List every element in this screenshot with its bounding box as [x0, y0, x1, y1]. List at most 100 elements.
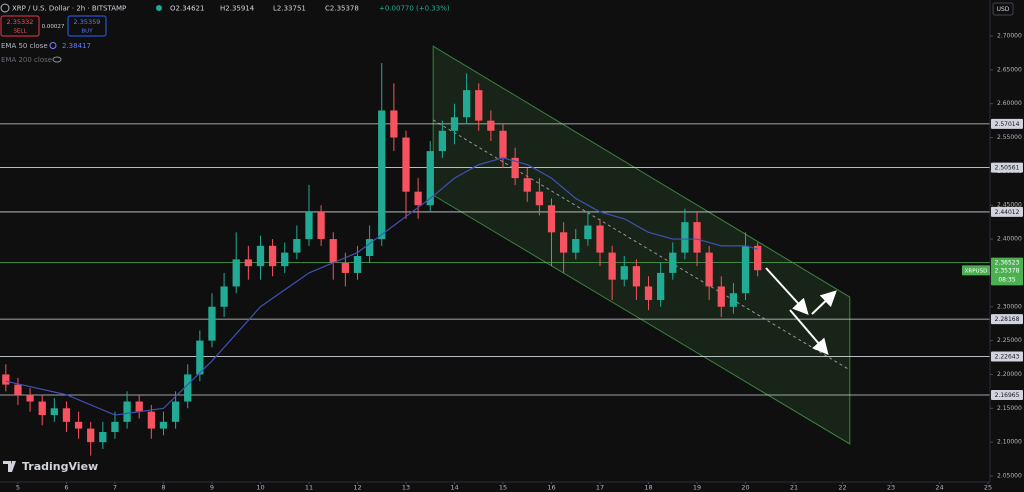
x-tick-label: 23 — [887, 484, 895, 492]
ema50-label: EMA 50 close — [1, 42, 48, 50]
sell-price[interactable]: 2.35332 — [7, 18, 34, 26]
level-tag — [991, 257, 1023, 268]
candle-body — [378, 110, 386, 240]
level-tag-label: 2.44012 — [995, 209, 1020, 216]
x-tick-label: 24 — [935, 484, 943, 492]
candle-body — [572, 239, 580, 253]
buy-button[interactable] — [67, 15, 107, 37]
ohlc-open: O2.34621 — [170, 5, 204, 13]
x-tick-label: 8 — [161, 484, 165, 492]
price-axis — [990, 0, 1024, 492]
buy-label[interactable]: BUY — [81, 29, 93, 35]
price-tag-label: 2.35378 — [995, 267, 1020, 274]
level-tag — [991, 118, 1023, 129]
candle-body — [2, 374, 10, 385]
y-tick-label: 2.25000 — [997, 337, 1022, 344]
x-tick-label: 21 — [790, 484, 798, 492]
candle-body — [754, 245, 762, 271]
y-tick-label: 2.10000 — [997, 439, 1022, 446]
y-tick-label: 2.15000 — [997, 405, 1022, 412]
candle-body — [511, 157, 519, 179]
y-tick-label: 2.55000 — [997, 134, 1022, 141]
candle-body — [499, 130, 507, 158]
candle-body — [657, 272, 665, 300]
candle-body — [256, 245, 265, 267]
logo-text: TradingView — [22, 460, 98, 473]
y-tick-label: 2.70000 — [997, 33, 1022, 40]
candle-body — [14, 384, 22, 395]
x-tick-label: 9 — [210, 484, 214, 492]
level-tag-label: 2.22643 — [995, 354, 1020, 361]
candle-body — [99, 431, 107, 443]
ohlc-low: L2.33751 — [273, 5, 306, 13]
x-tick-label: 15 — [499, 484, 507, 492]
currency-button[interactable] — [992, 2, 1014, 16]
candle-body — [135, 401, 143, 412]
spread: 0.00027 — [42, 24, 65, 30]
candle-body — [402, 137, 410, 192]
axes: 2.700002.650002.600002.550002.500002.450… — [16, 33, 1023, 492]
y-tick-label: 2.30000 — [997, 303, 1022, 310]
candle-body — [705, 252, 713, 287]
candle-body — [38, 401, 46, 416]
ohlc-close: C2.35378 — [325, 5, 359, 13]
level-tag-label: 2.28168 — [995, 316, 1020, 323]
level-tag-label: 2.50561 — [995, 165, 1020, 172]
buy-price[interactable]: 2.35359 — [74, 18, 101, 26]
candle-body — [62, 408, 71, 422]
ohlc-change: +0.00770 (+0.33%) — [379, 5, 450, 13]
candle-body — [329, 239, 337, 263]
level-tag — [991, 162, 1023, 173]
x-tick-label: 20 — [741, 484, 749, 492]
sell-label[interactable]: SELL — [13, 29, 27, 35]
candle-body — [208, 306, 216, 341]
candle-body — [717, 286, 725, 307]
candle-body — [487, 120, 495, 131]
candle-body — [365, 239, 374, 256]
currency[interactable]: USD — [997, 6, 1010, 13]
candle-body — [426, 151, 434, 206]
price-tag — [991, 265, 1023, 286]
candle-body — [244, 259, 252, 267]
candle-body — [475, 90, 483, 121]
x-tick-label: 19 — [693, 484, 701, 492]
level-tag — [991, 206, 1023, 217]
x-tick-label: 14 — [450, 484, 458, 492]
candle-body — [50, 408, 58, 416]
candle-body — [693, 222, 701, 253]
market-status — [156, 5, 162, 11]
level-tag-label: 2.36523 — [995, 260, 1020, 267]
candle-body — [74, 421, 83, 429]
x-tick-label: 18 — [644, 484, 652, 492]
visibility-icon[interactable] — [52, 56, 62, 63]
x-tick-label: 22 — [838, 484, 846, 492]
candle-body — [535, 191, 544, 206]
level-tag — [991, 351, 1023, 362]
countdown: 08:35 — [998, 276, 1015, 283]
candle-body — [644, 286, 653, 300]
candle-body — [669, 252, 677, 273]
x-tick-label: 5 — [16, 484, 20, 492]
candle-body — [559, 232, 568, 253]
candle-body — [305, 211, 313, 240]
arrow — [765, 267, 809, 315]
candle-body — [196, 340, 204, 375]
candle-body — [450, 117, 459, 131]
candle-body — [281, 252, 289, 267]
y-tick-label: 2.20000 — [997, 371, 1022, 378]
candle-body — [268, 245, 277, 267]
level-tag — [991, 389, 1023, 400]
candle-body — [171, 401, 180, 422]
x-tick-label: 17 — [596, 484, 604, 492]
candle-body — [681, 222, 689, 253]
y-tick-label: 2.60000 — [997, 100, 1022, 107]
candle-body — [26, 394, 34, 402]
candle-body — [147, 411, 155, 429]
candle-body — [390, 110, 398, 138]
x-tick-label: 13 — [402, 484, 410, 492]
settings-icon[interactable] — [49, 42, 57, 49]
candle-body — [462, 90, 471, 118]
sell-button[interactable] — [0, 15, 40, 37]
